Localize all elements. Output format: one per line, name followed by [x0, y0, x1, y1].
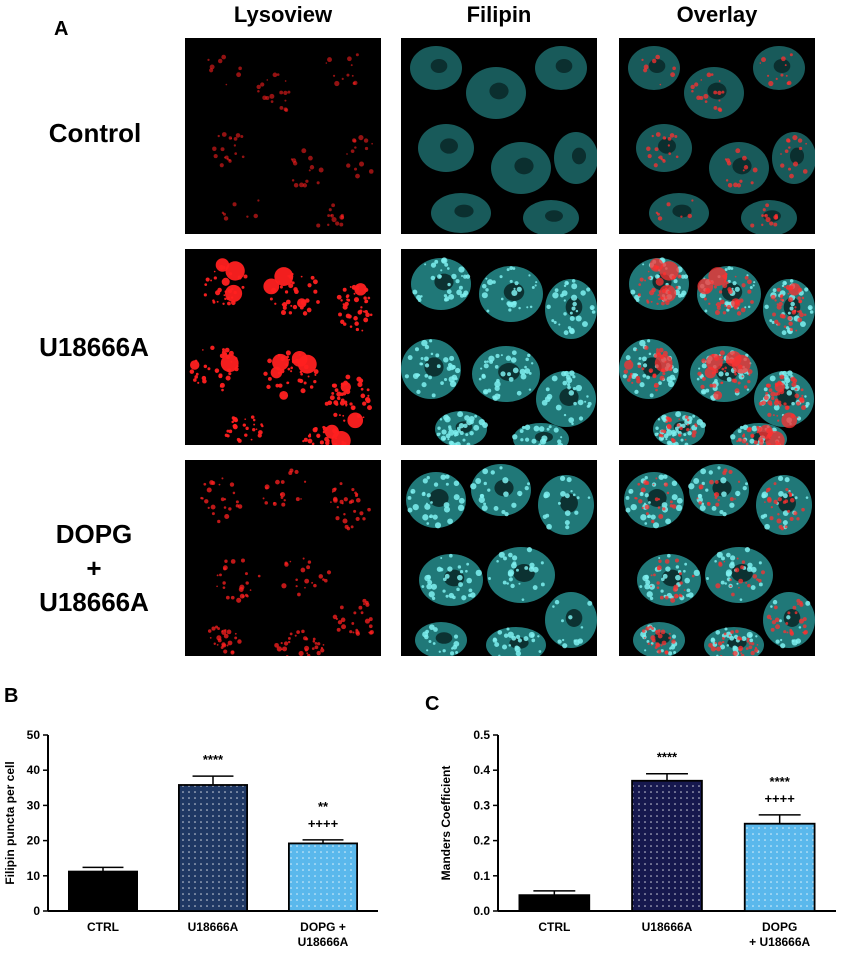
column-header-lysoview: Lysoview	[233, 2, 333, 27]
bar-1	[177, 784, 248, 912]
significance-label: ****	[657, 750, 678, 765]
y-tick-label: 10	[27, 869, 41, 883]
bar-0	[68, 870, 138, 912]
micrograph-control-overlay	[619, 38, 815, 234]
y-tick-label: 0.1	[473, 869, 490, 883]
panel-b-letter: B	[4, 685, 19, 707]
row-label-dopg-u18666a: DOPG + U18666A	[14, 517, 174, 619]
micrograph-u18666a-lysoview	[185, 249, 381, 445]
bar-1	[631, 779, 703, 912]
micrograph-control-filipin	[401, 38, 597, 234]
panel-c-letter: C	[425, 693, 440, 715]
significance-label: ****	[770, 774, 791, 789]
column-header-overlay: Overlay	[676, 2, 758, 27]
row-label-line: U18666A	[39, 332, 149, 362]
row-label-line: DOPG	[55, 519, 133, 549]
micrograph-control-lysoview	[185, 38, 381, 234]
micrograph-dopg-filipin	[401, 460, 597, 656]
bar-0	[518, 894, 591, 912]
micrograph-dopg-lysoview	[185, 460, 381, 656]
bar-2	[743, 822, 816, 912]
micrograph-u18666a-overlay	[619, 249, 815, 445]
bar-chart-manders-coefficient: 0.0 0.1 0.2 0.3 0.4 0.5 Manders Coefficient CTR…	[439, 728, 836, 949]
row-label-control: Control	[20, 116, 170, 150]
x-tick-label: + U18666A	[749, 935, 810, 949]
x-tick-label: U18666A	[298, 935, 349, 949]
significance-label: ++++	[308, 816, 339, 831]
x-tick-label: U18666A	[188, 920, 239, 934]
row-label-line: +	[86, 553, 102, 583]
y-axis-label: Manders Coefficient	[439, 766, 453, 881]
bar-chart-filipin-puncta: 0 10 20 30 40 50 Filipin puncta per cell CTRL **…	[3, 728, 378, 949]
significance-label: ****	[203, 752, 224, 767]
x-tick-label: DOPG +	[300, 920, 346, 934]
y-tick-label: 30	[27, 798, 41, 812]
x-tick-label: U18666A	[642, 920, 693, 934]
row-label-line: Control	[48, 118, 142, 148]
y-tick-label: 0	[33, 904, 40, 918]
y-tick-label: 0.2	[473, 834, 490, 848]
y-tick-label: 0.3	[473, 798, 490, 812]
y-tick-label: 0.5	[473, 728, 490, 742]
row-label-line: U18666A	[39, 587, 149, 617]
y-tick-label: 0.0	[473, 904, 490, 918]
bar-2	[287, 842, 358, 912]
row-label-u18666a: U18666A	[14, 330, 174, 364]
column-header-filipin: Filipin	[466, 2, 532, 27]
y-tick-label: 0.4	[473, 763, 490, 777]
x-tick-label: CTRL	[87, 920, 119, 934]
x-tick-label: DOPG	[762, 920, 797, 934]
y-tick-label: 50	[27, 728, 41, 742]
micrograph-dopg-overlay	[619, 460, 815, 656]
y-tick-label: 20	[27, 834, 41, 848]
x-tick-label: CTRL	[538, 920, 570, 934]
significance-label: ++++	[764, 791, 795, 806]
significance-label: **	[318, 799, 329, 814]
micrograph-u18666a-filipin	[401, 249, 597, 445]
panel-a-letter: A	[54, 18, 69, 40]
y-axis-label: Filipin puncta per cell	[3, 761, 17, 884]
y-tick-label: 40	[27, 763, 41, 777]
